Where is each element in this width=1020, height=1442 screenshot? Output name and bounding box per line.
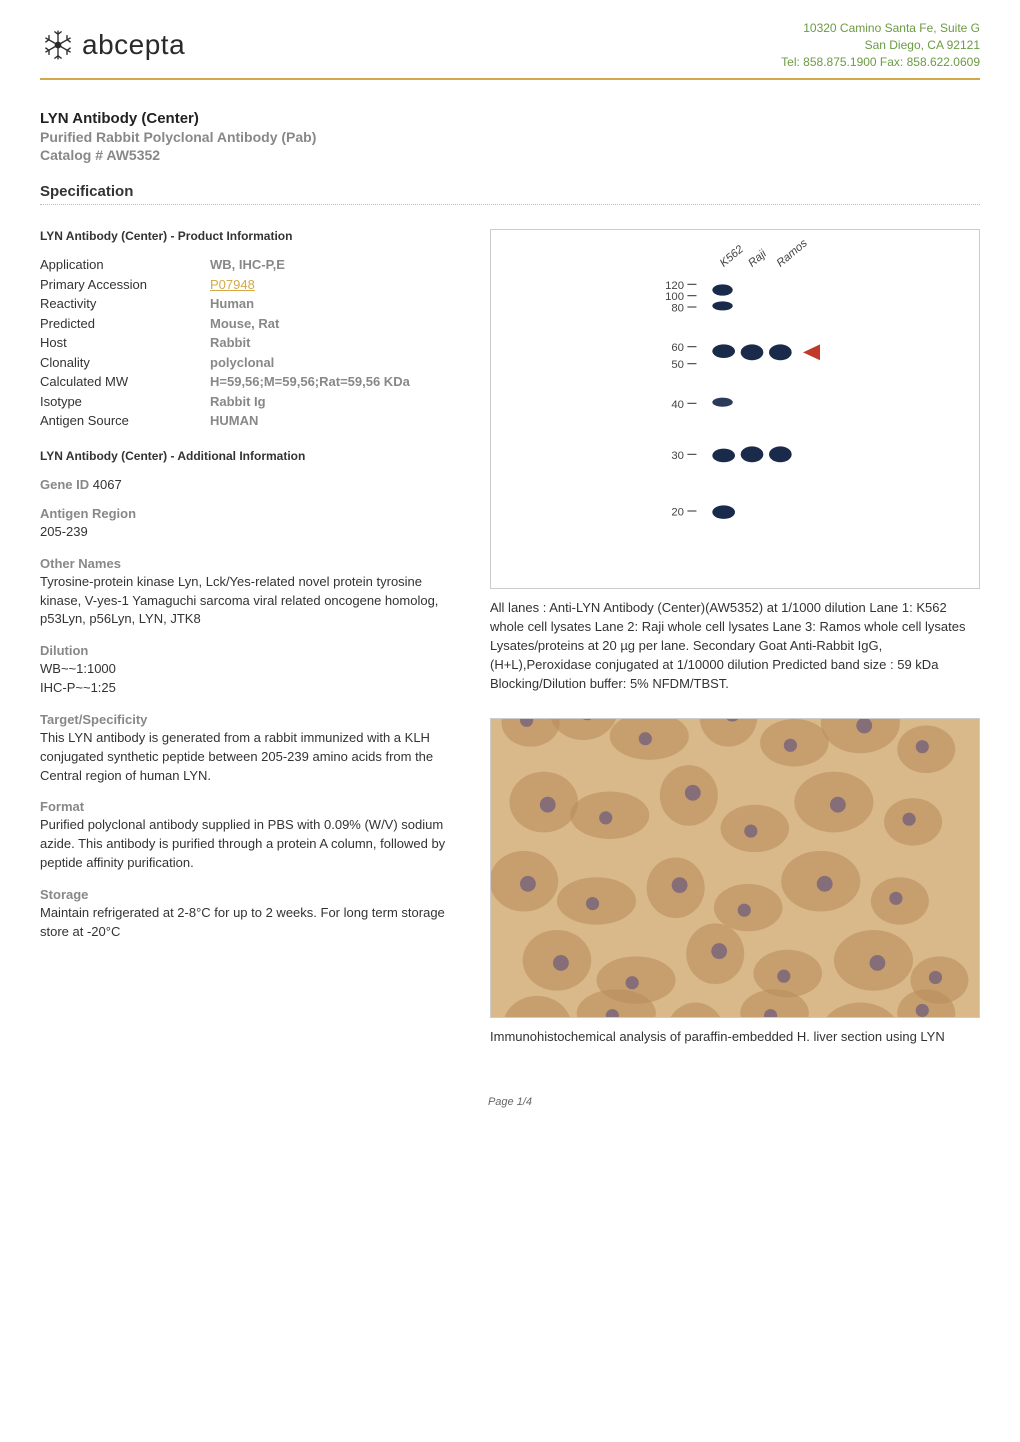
snowflake-logo-icon [40,27,76,63]
info-label: Target/Specificity [40,712,460,727]
product-info-row: Primary AccessionP07948 [40,275,460,295]
western-blot-figure: K562RajiRamos120100806050403020 [490,229,980,589]
info-inline-value: 4067 [93,477,122,492]
info-label: Gene ID 4067 [40,477,460,492]
info-body: WB~~1:1000 IHC-P~~1:25 [40,660,460,698]
product-info-row: PredictedMouse, Rat [40,314,460,334]
ihc-image [491,718,979,1018]
product-info-key: Isotype [40,392,210,412]
product-info-key: Calculated MW [40,372,210,392]
product-info-value: Human [210,294,254,314]
logo-text: abcepta [82,29,185,61]
address-line-2: San Diego, CA 92121 [781,37,980,54]
product-info-row: Clonalitypolyclonal [40,353,460,373]
info-label: Other Names [40,556,460,571]
svg-text:20: 20 [671,507,684,519]
svg-text:100: 100 [665,292,684,304]
western-blot-image: K562RajiRamos120100806050403020 [615,239,855,579]
product-info-value: WB, IHC-P,E [210,255,285,275]
svg-text:30: 30 [671,450,684,462]
product-info-value: polyclonal [210,353,274,373]
product-info-table: ApplicationWB, IHC-P,EPrimary AccessionP… [40,255,460,431]
product-info-row: ReactivityHuman [40,294,460,314]
product-info-key: Host [40,333,210,353]
product-info-value: Mouse, Rat [210,314,279,334]
product-info-key: Application [40,255,210,275]
info-body: This LYN antibody is generated from a ra… [40,729,460,786]
content-columns: LYN Antibody (Center) - Product Informat… [40,229,980,1046]
svg-text:60: 60 [671,343,684,355]
product-info-value: Rabbit [210,333,250,353]
info-body: Tyrosine-protein kinase Lyn, Lck/Yes-rel… [40,573,460,630]
product-info-key: Clonality [40,353,210,373]
svg-text:80: 80 [671,303,684,315]
address-line-3: Tel: 858.875.1900 Fax: 858.622.0609 [781,54,980,71]
product-info-row: HostRabbit [40,333,460,353]
svg-text:120: 120 [665,280,684,292]
company-address: 10320 Camino Santa Fe, Suite G San Diego… [781,20,980,70]
product-info-value: H=59,56;M=59,56;Rat=59,56 KDa [210,372,410,392]
product-subtitle: Purified Rabbit Polyclonal Antibody (Pab… [40,129,980,145]
product-info-key: Primary Accession [40,275,210,295]
additional-info-heading: LYN Antibody (Center) - Additional Infor… [40,449,460,463]
product-title-block: LYN Antibody (Center) Purified Rabbit Po… [40,110,980,163]
catalog-number: Catalog # AW5352 [40,147,980,163]
product-info-value: Rabbit Ig [210,392,266,412]
ihc-figure [490,718,980,1018]
page-header: abcepta 10320 Camino Santa Fe, Suite G S… [40,20,980,80]
product-info-heading: LYN Antibody (Center) - Product Informat… [40,229,460,243]
svg-text:40: 40 [671,399,684,411]
info-body: Purified polyclonal antibody supplied in… [40,816,460,873]
product-info-row: ApplicationWB, IHC-P,E [40,255,460,275]
info-body: 205-239 [40,523,460,542]
accession-link[interactable]: P07948 [210,275,255,295]
info-label: Dilution [40,643,460,658]
info-label: Format [40,799,460,814]
additional-info-list: Gene ID 4067 Antigen Region 205-239 Other N… [40,477,460,942]
product-info-key: Antigen Source [40,411,210,431]
product-info-row: Calculated MWH=59,56;M=59,56;Rat=59,56 K… [40,372,460,392]
product-info-row: IsotypeRabbit Ig [40,392,460,412]
address-line-1: 10320 Camino Santa Fe, Suite G [781,20,980,37]
product-info-value: HUMAN [210,411,258,431]
info-label: Storage [40,887,460,902]
info-body: Maintain refrigerated at 2-8°C for up to… [40,904,460,942]
left-column: LYN Antibody (Center) - Product Informat… [40,229,460,1046]
product-info-key: Reactivity [40,294,210,314]
right-column: K562RajiRamos120100806050403020 All lane… [490,229,980,1046]
ihc-caption: Immunohistochemical analysis of paraffin… [490,1028,980,1047]
logo: abcepta [40,27,185,63]
svg-text:50: 50 [671,360,684,372]
western-blot-caption: All lanes : Anti-LYN Antibody (Center)(A… [490,599,980,693]
info-label: Antigen Region [40,506,460,521]
page-footer: Page 1/4 [40,1096,980,1108]
product-info-key: Predicted [40,314,210,334]
product-title: LYN Antibody (Center) [40,110,980,127]
product-info-row: Antigen SourceHUMAN [40,411,460,431]
specification-heading: Specification [40,183,980,205]
